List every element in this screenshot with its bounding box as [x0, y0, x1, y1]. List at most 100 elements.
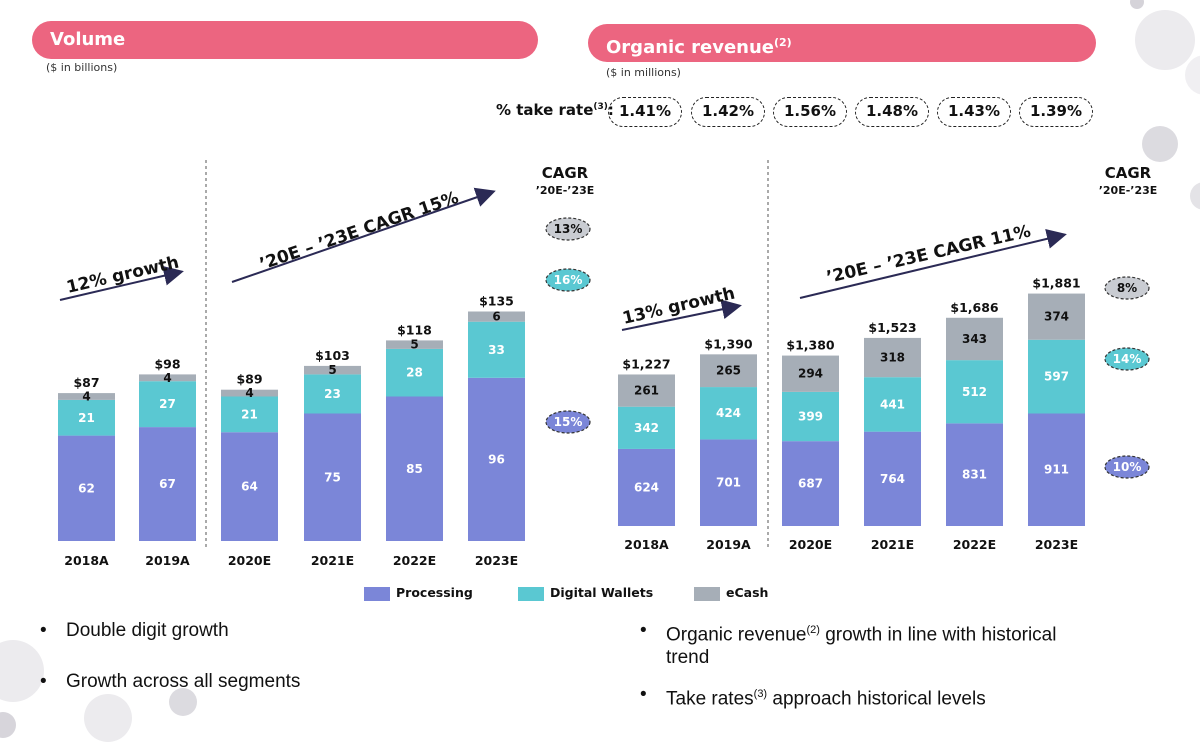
volume-bar-value: 4 [163, 371, 171, 385]
revenue-bar-digital-wallets [782, 391, 839, 442]
volume-bar-ecash [386, 340, 443, 349]
volume-bar-value: 62 [78, 481, 95, 495]
volume-total-label: $87 [73, 375, 99, 390]
bullet-text: Growth across all segments [66, 671, 301, 692]
revenue-bar-processing [700, 439, 757, 526]
bullet-dot: • [640, 684, 647, 705]
revenue-bar-value: 261 [634, 384, 659, 398]
revenue-total-label: $1,881 [1032, 276, 1080, 291]
revenue-bar-digital-wallets [618, 406, 675, 449]
revenue-bar-processing [618, 448, 675, 526]
revenue-bar-value: 399 [798, 410, 823, 424]
volume-cagr-bubble-ecash [545, 217, 591, 241]
volume-cagr-value: 15% [554, 415, 583, 429]
revenue-bar-value: 701 [716, 476, 741, 490]
bullet-footnote: (2) [806, 624, 820, 636]
revenue-bar-processing [782, 441, 839, 526]
bullet-text: approach historical levels [767, 688, 986, 710]
bullet-text: Take rates [666, 688, 754, 710]
volume-bar-value: 4 [82, 390, 90, 404]
volume-bar-value: 6 [492, 310, 500, 324]
volume-bar-value: 21 [78, 411, 95, 425]
decor-circle [1185, 55, 1200, 95]
bullet-left-2: • Growth across all segments [40, 670, 301, 693]
volume-category-label: 2021E [311, 553, 354, 568]
legend-label-digital-wallets: Digital Wallets [550, 585, 654, 600]
revenue-unit: ($ in millions) [606, 66, 681, 79]
revenue-total-label: $1,380 [786, 338, 835, 353]
revenue-bar-ecash [700, 354, 757, 388]
volume-total-label: $135 [479, 294, 514, 309]
volume-bar-processing [468, 377, 525, 541]
revenue-bar-value: 265 [716, 364, 741, 378]
bullet-text: Organic revenue [666, 624, 807, 646]
volume-bar-value: 75 [324, 470, 341, 484]
revenue-bar-value: 597 [1044, 370, 1069, 384]
revenue-bar-digital-wallets [946, 360, 1003, 424]
revenue-bar-digital-wallets [1028, 339, 1085, 414]
volume-bar-ecash [58, 393, 115, 400]
revenue-bar-value: 512 [962, 385, 987, 399]
revenue-bar-value: 294 [798, 367, 823, 381]
revenue-banner: Organic revenue(2) [588, 24, 1096, 62]
revenue-growth-label: 13% growth [621, 284, 737, 329]
volume-bar-value: 96 [488, 452, 505, 466]
revenue-bar-value: 424 [716, 406, 741, 420]
bullet-text: Double digit growth [66, 620, 229, 641]
volume-category-label: 2022E [393, 553, 436, 568]
volume-bar-value: 33 [488, 343, 505, 357]
revenue-bar-value: 318 [880, 351, 905, 365]
revenue-cagr-bubble-digital-wallets [1104, 347, 1150, 371]
revenue-bar-value: 764 [880, 472, 905, 486]
revenue-cagr-subheader: ’20E-’23E [1099, 184, 1158, 197]
volume-bar-value: 28 [406, 366, 423, 380]
volume-bar-ecash [468, 311, 525, 322]
volume-bar-processing [139, 427, 196, 541]
volume-bar-processing [304, 413, 361, 541]
revenue-cagr-value: 10% [1113, 460, 1142, 474]
volume-bar-value: 21 [241, 407, 258, 421]
revenue-bar-processing [1028, 413, 1085, 526]
bullet-dot: • [40, 620, 47, 641]
volume-category-label: 2018A [64, 553, 109, 568]
revenue-bar-ecash [1028, 293, 1085, 340]
legend-label-ecash: eCash [726, 585, 769, 600]
revenue-category-label: 2018A [624, 537, 669, 552]
take-rate-pill: 1.42% [691, 97, 765, 127]
revenue-category-label: 2020E [789, 537, 832, 552]
take-rate-pill: 1.39% [1019, 97, 1093, 127]
revenue-title-footnote: (2) [774, 36, 792, 49]
volume-title: Volume [50, 29, 126, 50]
bullet-left-1: • Double digit growth [40, 619, 229, 642]
revenue-cagr-header: CAGR [1105, 164, 1152, 182]
volume-bar-digital-wallets [468, 321, 525, 378]
decor-circle [1130, 0, 1144, 9]
volume-cagr-value: 13% [554, 222, 583, 236]
revenue-bar-value: 831 [962, 468, 987, 482]
volume-bar-processing [221, 432, 278, 541]
bullet-text: growth in line with historical [819, 624, 1057, 646]
take-rate-pill: 1.48% [855, 97, 929, 127]
volume-bar-value: 5 [410, 338, 418, 352]
volume-cagr-subheader: ’20E-’23E [536, 184, 595, 197]
take-rate-pill: 1.56% [773, 97, 847, 127]
volume-category-label: 2020E [228, 553, 271, 568]
revenue-category-label: 2019A [706, 537, 751, 552]
volume-bar-processing [386, 396, 443, 541]
volume-bar-digital-wallets [58, 399, 115, 436]
bullet-text: trend [666, 647, 710, 669]
volume-cagr-arrow-label: ’20E – ’23E CAGR 15% [257, 188, 461, 275]
decor-circle [169, 688, 197, 716]
revenue-category-label: 2022E [953, 537, 996, 552]
revenue-bar-value: 342 [634, 421, 659, 435]
revenue-cagr-bubble-processing [1104, 455, 1150, 479]
revenue-bar-ecash [946, 317, 1003, 361]
revenue-bar-value: 343 [962, 332, 987, 346]
volume-bar-ecash [304, 365, 361, 375]
volume-banner: Volume [32, 21, 538, 59]
decor-circle [1142, 126, 1178, 162]
revenue-category-label: 2023E [1035, 537, 1078, 552]
volume-bar-digital-wallets [386, 348, 443, 397]
revenue-total-label: $1,390 [704, 336, 753, 351]
bullet-dot: • [40, 671, 47, 692]
